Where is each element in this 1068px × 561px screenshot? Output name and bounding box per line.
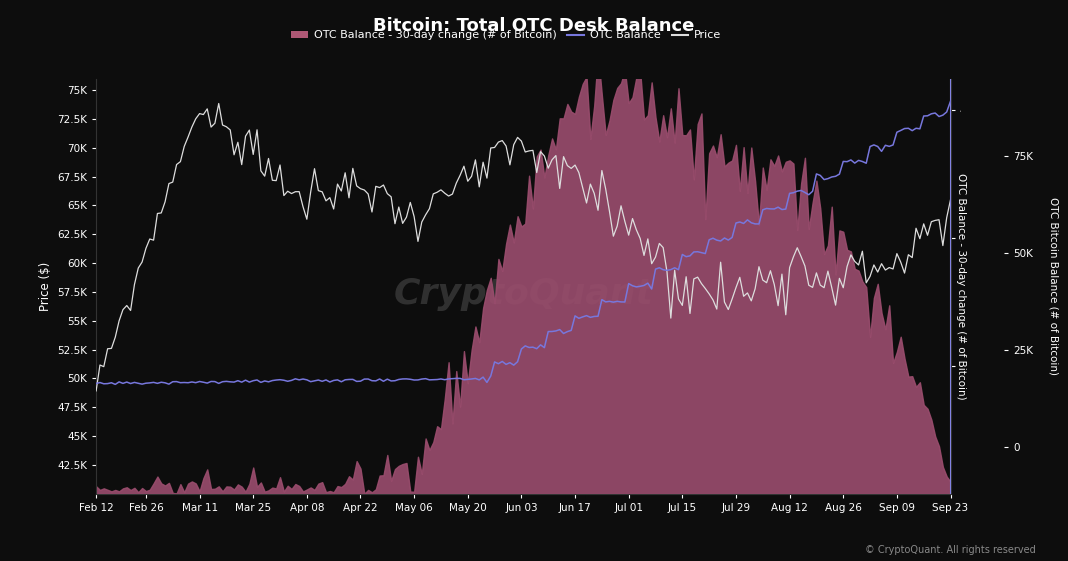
Text: CryptoQuant: CryptoQuant — [393, 277, 654, 311]
Y-axis label: OTC Balance - 30-day change (# of Bitcoin): OTC Balance - 30-day change (# of Bitcoi… — [956, 173, 965, 399]
Legend: OTC Balance - 30-day change (# of Bitcoin), OTC Balance, Price: OTC Balance - 30-day change (# of Bitcoi… — [287, 26, 725, 45]
Text: © CryptoQuant. All rights reserved: © CryptoQuant. All rights reserved — [865, 545, 1036, 555]
Y-axis label: Price ($): Price ($) — [38, 261, 51, 311]
Text: Bitcoin: Total OTC Desk Balance: Bitcoin: Total OTC Desk Balance — [374, 17, 694, 35]
Y-axis label: OTC Bitcoin Balance (# of Bitcoin): OTC Bitcoin Balance (# of Bitcoin) — [1049, 197, 1058, 375]
